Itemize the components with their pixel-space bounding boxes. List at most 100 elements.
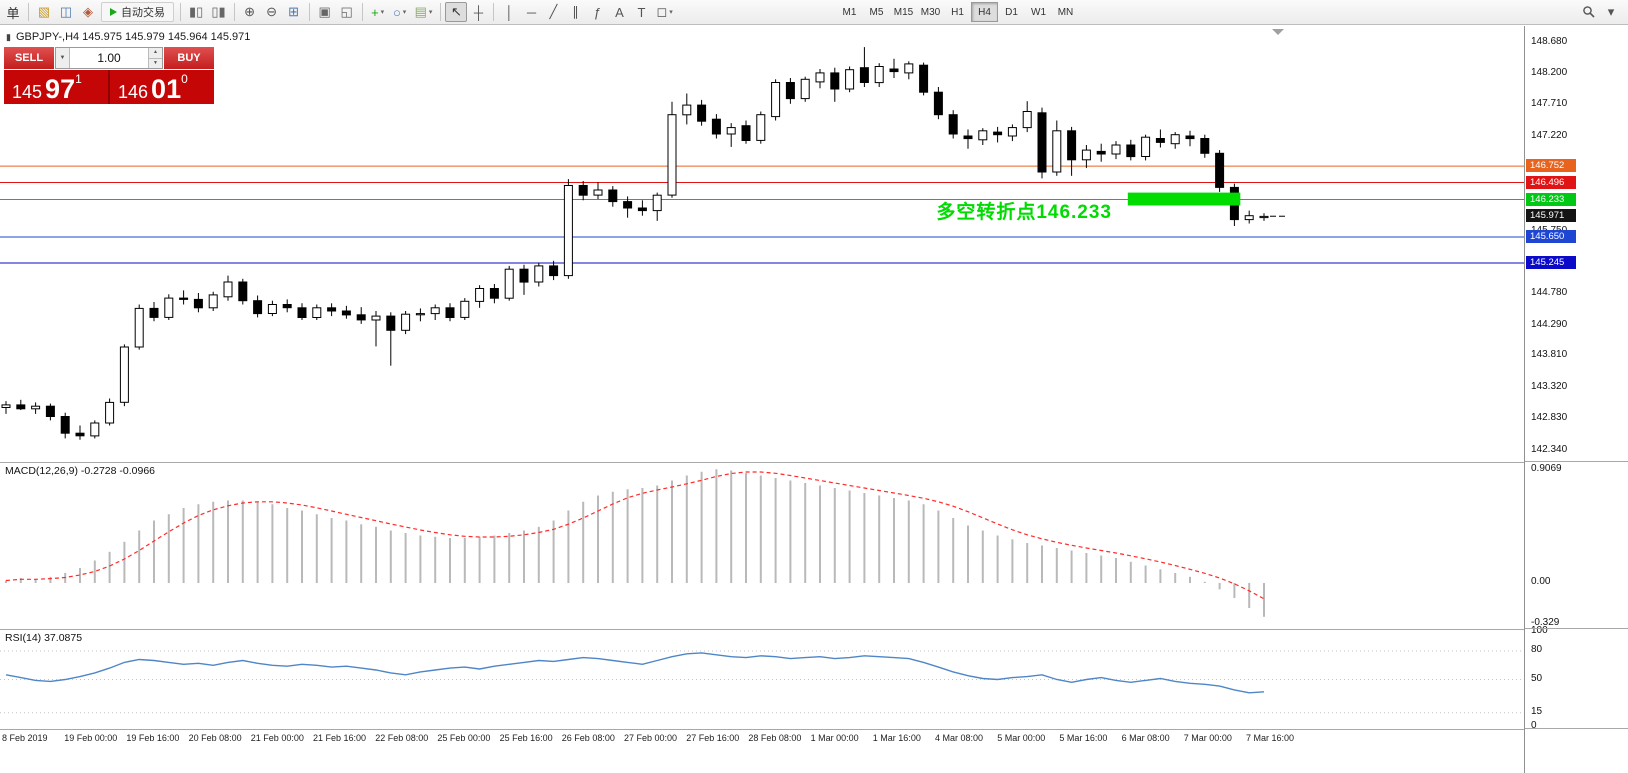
grid-icon[interactable]: ⊞	[288, 4, 300, 19]
candlestick-chart-icon[interactable]: ▯▮	[211, 4, 226, 19]
price-level-tag: 146.496	[1526, 175, 1576, 189]
timeframe-m30[interactable]: M30	[917, 2, 944, 22]
timeframe-mn[interactable]: MN	[1052, 2, 1079, 22]
cascade-windows-icon[interactable]: ◱	[340, 4, 353, 19]
indicators-icon[interactable]: + ▾	[371, 4, 385, 20]
rsi-scale-tick: 15	[1531, 705, 1543, 717]
symbol-info-text: GBPJPY-,H4 145.975 145.979 145.964 145.9…	[15, 31, 251, 43]
current-price-tag: 145.971	[1526, 209, 1576, 223]
macd-scale-tick: -0.329	[1531, 617, 1560, 629]
time-axis-label: 25 Feb 16:00	[499, 733, 553, 743]
price-scale-tick: 144.290	[1531, 318, 1568, 330]
rsi-panel: RSI(14) 37.0875	[0, 629, 1524, 728]
one-click-trading-panel: SELL ▼ ▲ ▼ BUY 145 97 1	[4, 47, 214, 104]
macd-scale-tick: 0.00	[1531, 576, 1551, 587]
rsi-scale-tick: 80	[1531, 644, 1543, 655]
macd-chart[interactable]	[0, 463, 1524, 629]
toolbar-expand-icon[interactable]: ▾	[1607, 4, 1615, 19]
text-icon[interactable]: A	[615, 4, 624, 20]
time-axis-label: 8 Feb 2019	[2, 733, 48, 743]
timeframe-w1[interactable]: W1	[1025, 2, 1052, 22]
pivot-annotation[interactable]: 多空转折点146.233	[936, 202, 1112, 223]
time-axis-label: 7 Mar 16:00	[1246, 733, 1295, 743]
templates-icon[interactable]: ▤ ▾	[414, 4, 433, 19]
volume-input[interactable]	[70, 48, 148, 68]
chevron-down-icon: ▾	[428, 9, 433, 16]
price-scale-tick: 142.340	[1531, 444, 1568, 455]
fibonacci-icon[interactable]: ƒ	[593, 4, 602, 20]
time-axis-label: 27 Feb 16:00	[686, 733, 740, 743]
chevron-down-icon: ▾	[402, 9, 407, 16]
toolbar-separator	[308, 3, 310, 21]
bar-chart-icon[interactable]: ▮▯	[189, 4, 204, 19]
time-axis-label: 5 Mar 16:00	[1059, 733, 1108, 743]
time-axis-label: 7 Mar 00:00	[1183, 733, 1232, 743]
buy-price-display[interactable]: 146 01 0	[118, 72, 188, 104]
price-level-tag: 145.650	[1526, 230, 1576, 243]
trendline-icon[interactable]: ╱	[549, 4, 558, 19]
volume-dropdown-button[interactable]: ▼	[56, 48, 70, 68]
time-axis-label: 28 Feb 08:00	[748, 733, 802, 743]
price-scale-tick: 143.810	[1531, 349, 1568, 361]
autotrading-button[interactable]: 自动交易	[101, 2, 174, 22]
mini-chart-icon: ▮	[6, 31, 11, 42]
toolbar-separator	[28, 3, 29, 21]
panel-separator	[1525, 628, 1628, 629]
toolbar-separator	[493, 3, 495, 21]
cursor-icon[interactable]: ↖	[445, 2, 468, 22]
timeframe-h1[interactable]: H1	[944, 2, 971, 22]
search-icon[interactable]	[1578, 2, 1600, 22]
timeframe-h4[interactable]: H4	[971, 2, 998, 22]
market-watch-icon[interactable]: ◈	[83, 4, 93, 19]
macd-label: MACD(12,26,9) -0.2728 -0.0966	[5, 465, 155, 477]
time-axis-label: 25 Feb 00:00	[437, 733, 491, 743]
volume-decrease-button[interactable]: ▼	[149, 58, 162, 68]
chevron-down-icon: ▾	[669, 9, 673, 16]
profiles-icon[interactable]: ◫	[59, 4, 73, 19]
volume-spinner: ▲ ▼	[148, 48, 162, 68]
zoom-in-icon[interactable]: ⊕	[244, 4, 256, 19]
chart-panel: ▮ GBPJPY-,H4 145.975 145.979 145.964 145…	[0, 26, 1524, 461]
time-axis-label: 21 Feb 16:00	[313, 733, 367, 743]
timeframe-m5[interactable]: M5	[863, 2, 890, 22]
timeframe-toolbar: M1 M5 M15 M30 H1 H4 D1 W1 MN	[836, 2, 1079, 22]
zoom-out-icon[interactable]: ⊖	[266, 4, 278, 19]
new-chart-icon[interactable]: ▧	[37, 4, 51, 19]
price-level-tag: 146.233	[1526, 192, 1576, 206]
time-axis[interactable]: 8 Feb 2019 19 Feb 00:00 19 Feb 16:00 20 Feb…	[0, 729, 1628, 773]
tile-windows-icon[interactable]: ▣	[318, 4, 331, 19]
timeframe-m15[interactable]: M15	[890, 2, 917, 22]
sell-button[interactable]: SELL	[4, 47, 54, 69]
new-order-button[interactable]: 单	[6, 5, 20, 21]
rsi-scale-tick: 50	[1531, 672, 1543, 684]
timeframe-d1[interactable]: D1	[998, 2, 1025, 22]
price-level-tag: 145.245	[1526, 256, 1576, 269]
crosshair-icon[interactable]: ┼	[473, 4, 484, 20]
toolbar: 单 ▧ ◫ ◈ 自动交易 ▮▯ ▯▮ ⊕ ⊖ ⊞ ▣ ◱ + ▾ ○ ▾ ▤ ▾ ↖ ┼ │ ─ ╱ ∥ ƒ A T ◻ ▾ M1 M5 M…	[0, 0, 1628, 25]
toolbar-separator	[180, 3, 181, 21]
price-divider	[108, 70, 110, 104]
periods-clock-icon[interactable]: ○ ▾	[392, 4, 407, 20]
symbol-info: ▮ GBPJPY-,H4 145.975 145.979 145.964 145…	[6, 31, 250, 43]
price-scale-tick: 142.830	[1531, 412, 1568, 424]
horizontal-line-icon[interactable]: ─	[526, 4, 537, 20]
macd-panel: MACD(12,26,9) -0.2728 -0.0966	[0, 462, 1524, 628]
macd-scale-tick: 0.9069	[1531, 462, 1562, 474]
volume-increase-button[interactable]: ▲	[149, 48, 162, 59]
equidistant-channel-icon[interactable]: ∥	[572, 4, 579, 19]
time-axis-label: 19 Feb 00:00	[64, 733, 118, 743]
panel-separator	[1525, 461, 1628, 462]
buy-button[interactable]: BUY	[164, 47, 214, 69]
price-scale[interactable]: 148.680148.200147.710147.220146.730146.2…	[1524, 26, 1628, 773]
price-scale-tick: 147.220	[1531, 130, 1568, 141]
toolbar-separator	[361, 3, 363, 21]
candlestick-chart[interactable]	[0, 26, 1524, 461]
chevron-down-icon: ▾	[380, 9, 385, 16]
shapes-icon[interactable]: ◻ ▾	[656, 4, 673, 19]
price-scale-tick: 144.780	[1531, 287, 1568, 298]
rsi-chart[interactable]	[0, 630, 1524, 729]
vertical-line-icon[interactable]: │	[505, 4, 514, 20]
sell-price-display[interactable]: 145 97 1	[12, 72, 82, 104]
timeframe-m1[interactable]: M1	[836, 2, 863, 22]
text-label-icon[interactable]: T	[637, 4, 646, 20]
